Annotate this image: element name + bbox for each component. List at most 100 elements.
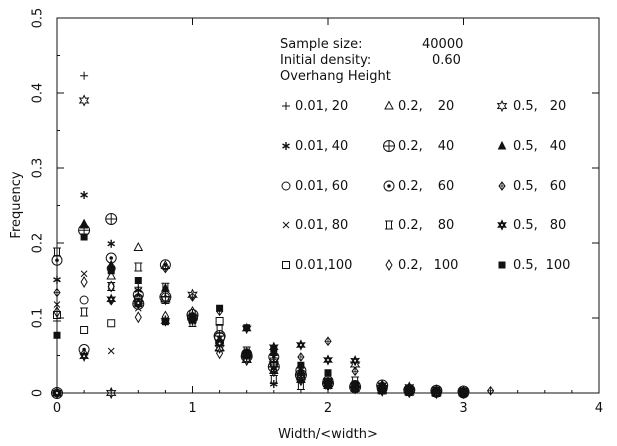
series-0.2-100 [53, 276, 468, 399]
y-tick-label: 0.1 [31, 308, 46, 329]
data-point [295, 339, 306, 351]
y-tick-label: 0.2 [31, 233, 46, 254]
legend-entry: 0.2, 80 [385, 218, 454, 233]
data-point [215, 317, 224, 325]
data-point [214, 337, 225, 350]
sample-size-value: 40000 [422, 37, 463, 52]
legend-marker-hourglass [385, 220, 393, 230]
data-point [161, 318, 169, 326]
legend-marker-circle [281, 181, 291, 191]
data-point [458, 386, 469, 400]
data-point [189, 316, 196, 324]
data-point [80, 270, 88, 278]
data-point [243, 324, 251, 332]
data-point [78, 94, 90, 107]
legend-height: 80 [550, 218, 567, 233]
data-point [134, 277, 142, 284]
data-point [160, 293, 171, 306]
legend-height: 60 [550, 179, 567, 194]
data-point [80, 233, 88, 241]
data-point [432, 386, 440, 394]
data-point [243, 350, 251, 361]
legend-marker-asterisk [282, 142, 290, 150]
legend-entry: 0.5, 40 [497, 139, 567, 154]
series-0.01-80 [53, 270, 467, 397]
legend-overhang: 0.5, [513, 179, 538, 194]
data-point [297, 352, 305, 362]
legend-overhang: 0.01, [295, 179, 328, 194]
legend-marker-triangle-open [384, 100, 394, 110]
legend-height: 40 [332, 139, 349, 154]
data-point [107, 347, 115, 355]
legend-marker-square-filled [498, 261, 506, 269]
data-point [133, 241, 144, 251]
series-0.5-80 [52, 293, 469, 399]
legend-entry: 0.5, 60 [498, 179, 567, 194]
legend-height: 80 [438, 218, 455, 233]
data-point [80, 326, 89, 334]
legend-entry: 0.01, 80 [282, 218, 348, 233]
legend-overhang: 0.5, [513, 99, 538, 114]
series-0.5-100 [53, 233, 467, 395]
series-0.5-40 [52, 219, 468, 397]
data-point [107, 267, 115, 275]
initial-density-label: Initial density: [280, 53, 371, 68]
legend-height: 40 [550, 139, 567, 154]
info-annotation: Sample size: 40000 Initial density: 0.60… [280, 37, 463, 84]
data-point [52, 387, 62, 399]
y-tick-label: 0.3 [31, 158, 46, 179]
data-point [53, 287, 61, 298]
legend-marker-diamond-plus [498, 181, 506, 191]
legend-entry: 0.01, 100 [282, 258, 352, 273]
data-point [79, 350, 90, 362]
x-tick-label: 3 [459, 401, 467, 416]
data-point [350, 355, 361, 367]
data-point [134, 262, 143, 272]
data-point [105, 213, 118, 225]
data-point [296, 365, 306, 374]
legend-height: 100 [546, 258, 571, 273]
y-axis-label: Frequency [9, 171, 24, 238]
data-point [351, 366, 359, 377]
data-point [53, 275, 61, 284]
data-point [270, 345, 278, 353]
x-axis-label: Width/<width> [278, 427, 378, 442]
legend-overhang: 0.01, [295, 99, 328, 114]
data-point [53, 247, 61, 257]
legend-entry: 0.01, 60 [281, 179, 348, 194]
data-point [53, 331, 61, 339]
data-point [80, 191, 88, 199]
data-point [107, 319, 116, 328]
legend-marker-square [282, 261, 290, 269]
legend-height: 20 [550, 99, 567, 114]
data-point [216, 304, 224, 312]
legend-marker-cross [282, 221, 290, 229]
data-point [351, 380, 359, 388]
legend-entry: 0.5, 80 [497, 218, 567, 233]
y-tick-label: 0.4 [31, 83, 46, 104]
legend-marker-triangle-filled [497, 140, 507, 150]
x-tick-label: 1 [188, 401, 196, 416]
x-tick-label: 2 [324, 401, 332, 416]
legend-column-header: Overhang Height [280, 69, 391, 84]
data-point [80, 71, 89, 80]
data-point [53, 301, 61, 308]
y-tick-label: 0 [31, 389, 46, 397]
data-point [405, 385, 413, 392]
data-point [161, 263, 170, 274]
series-0.2-20 [52, 218, 469, 397]
series-0.01-20 [53, 71, 468, 397]
legend-entry: 0.01, 40 [282, 139, 349, 154]
data-point [324, 369, 332, 377]
legend-height: 40 [438, 139, 455, 154]
data-point [378, 382, 386, 390]
data-point [107, 239, 116, 248]
data-point [216, 347, 224, 360]
legend-marker-star-open [496, 99, 508, 113]
legend-overhang: 0.5, [513, 258, 538, 273]
data-point [107, 282, 116, 291]
legend-entry: 0.01, 20 [282, 99, 348, 114]
legend-marker-circle-plus [383, 140, 395, 152]
data-point [106, 293, 117, 305]
